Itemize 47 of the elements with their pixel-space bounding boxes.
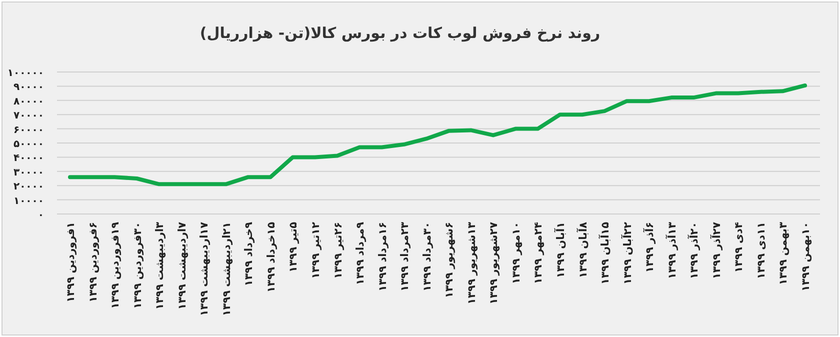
x-tick-label: ۱فروردین ۱۳۹۹ — [65, 222, 77, 302]
x-tick-label: ۱۳آذر ۱۳۹۹ — [664, 221, 678, 280]
x-tick-label: ۵تیر ۱۳۹۹ — [288, 221, 300, 272]
x-tick-label: ۷اردیبهشت ۱۳۹۹ — [176, 221, 188, 310]
x-tick-label: ۱۰بهمن ۱۳۹۹ — [800, 222, 812, 292]
x-tick-label: ۳۰مرداد ۱۳۹۹ — [421, 222, 434, 292]
y-tick-label: ۱۰۰۰۰ — [13, 196, 44, 207]
x-tick-label: ۹خرداد ۱۳۹۹ — [243, 221, 256, 286]
x-tick-label: ۲۴مهر ۱۳۹۹ — [532, 221, 545, 284]
x-tick-label: ۱۶مرداد ۱۳۹۹ — [376, 222, 389, 292]
x-tick-label: ۱۲تیر ۱۳۹۹ — [310, 221, 322, 279]
x-tick-label: ۱۹فروردین ۱۳۹۹ — [110, 221, 122, 309]
x-tick-label: ۱۰مهر ۱۳۹۹ — [510, 222, 522, 284]
x-tick-label: ۳بهمن ۱۳۹۹ — [778, 221, 790, 286]
x-tick-label: ۱۷اردیبهشت ۱۳۹۹ — [198, 221, 211, 316]
y-tick-label: ۳۰۰۰۰ — [13, 167, 44, 178]
y-tick-label: ۶۰۰۰۰ — [13, 124, 44, 136]
x-tick-label: ۲۳مرداد ۱۳۹۹ — [399, 221, 412, 292]
x-tick-label: ۲۱اردیبهشت ۱۳۹۹ — [220, 222, 233, 316]
x-tick-label: ۲۲آبان ۱۳۹۹ — [620, 221, 634, 285]
x-tick-label: ۲۷شهریور ۱۳۹۹ — [488, 221, 500, 304]
y-tick-label: ۱۰۰۰۰۰ — [7, 68, 44, 79]
x-tick-label: ۱۵خرداد ۱۳۹۹ — [265, 221, 278, 293]
chart-title: روند نرخ فروش لوب کات در بورس کالا(تن- هزارریال) — [200, 24, 600, 42]
line-series — [68, 83, 807, 186]
x-tick-label: ۱آبان ۱۳۹۹ — [553, 222, 567, 278]
x-tick-label: ۶فروردین ۱۳۹۹ — [87, 222, 100, 302]
x-tick-label: ۹مرداد ۱۳۹۹ — [354, 221, 367, 286]
y-tick-label: ۹۰۰۰۰ — [13, 82, 44, 94]
x-tick-label: ۲۶تیر ۱۳۹۹ — [332, 222, 344, 279]
y-tick-label: ۷۰۰۰۰ — [13, 110, 44, 122]
x-tick-label: ۱۵آبان ۱۳۹۹ — [598, 221, 612, 285]
y-tick-label: ۲۰۰۰۰ — [13, 182, 44, 193]
x-tick-label: ۶شهریور ۱۳۹۹ — [444, 222, 456, 298]
x-tick-label: ۸آبان ۱۳۹۹ — [575, 221, 590, 278]
y-tick-label: ۴۰۰۰۰ — [13, 153, 44, 164]
x-tick-label: ۴دی ۱۳۹۹ — [733, 221, 746, 273]
y-tick-label: ۵۰۰۰۰ — [13, 139, 44, 150]
y-tick-label: ۰ — [38, 210, 44, 221]
x-tick-label: ۳اردیبهشت ۱۳۹۹ — [154, 221, 166, 310]
x-tick-label: ۱۳شهریور ۱۳۹۹ — [466, 221, 478, 304]
x-tick-label: ۲۰آذر ۱۳۹۹ — [686, 222, 701, 280]
x-tick-label: ۲۷آذر ۱۳۹۹ — [708, 221, 723, 280]
x-tick-label: ۶آذر ۱۳۹۹ — [642, 222, 656, 273]
x-tick-label: ۳۰فروردین ۱۳۹۹ — [132, 222, 144, 309]
x-tick-label: ۱۱دی ۱۳۹۹ — [755, 222, 768, 280]
y-tick-label: ۸۰۰۰۰ — [13, 96, 44, 108]
